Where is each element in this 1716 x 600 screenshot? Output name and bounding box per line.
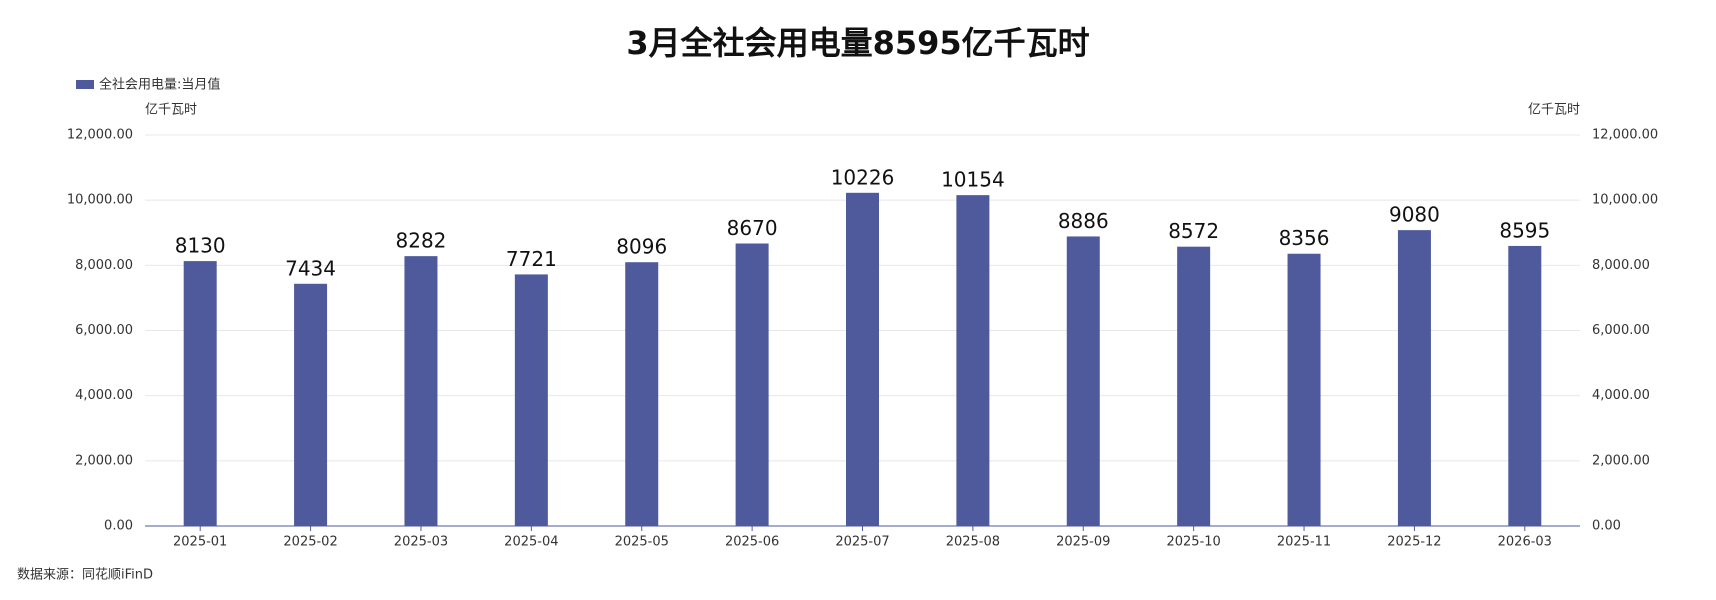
bar	[1287, 253, 1321, 526]
value-label: 7721	[506, 247, 557, 271]
y-tick-label: 2,000.00	[75, 453, 133, 468]
y2-tick-label: 10,000.00	[1592, 193, 1658, 208]
bar	[294, 283, 328, 526]
bar	[183, 261, 217, 526]
value-label: 8356	[1279, 226, 1330, 250]
y-tick-label: 8,000.00	[75, 258, 133, 273]
bar	[735, 243, 769, 526]
bar	[404, 256, 438, 526]
y2-axis-label: 亿千瓦时	[1528, 103, 1580, 118]
legend-label: 全社会用电量:当月值	[99, 77, 220, 93]
bar	[625, 262, 659, 526]
y2-tick-label: 2,000.00	[1592, 453, 1650, 468]
value-label: 10226	[831, 165, 895, 189]
value-label: 8572	[1168, 219, 1219, 243]
y-tick-label: 0.00	[104, 519, 133, 534]
value-label: 10154	[941, 168, 1005, 192]
bar	[1177, 246, 1211, 526]
x-tick-label: 2025-04	[504, 535, 558, 550]
x-tick-label: 2025-03	[394, 535, 448, 550]
y-tick-label: 6,000.00	[75, 323, 133, 338]
x-tick-label: 2025-01	[173, 535, 227, 550]
value-label: 8670	[727, 216, 778, 240]
bar	[1066, 236, 1100, 527]
bar	[1508, 245, 1542, 527]
y-tick-label: 10,000.00	[67, 193, 133, 208]
x-tick-label: 2025-05	[615, 535, 669, 550]
x-tick-label: 2025-11	[1277, 535, 1331, 550]
y-tick-label: 12,000.00	[67, 128, 133, 143]
value-label: 7434	[285, 256, 336, 280]
chart-title: 3月全社会用电量8595亿千瓦时	[626, 24, 1089, 62]
x-tick-label: 2025-12	[1387, 535, 1441, 550]
x-tick-label: 2025-06	[725, 535, 779, 550]
bar	[846, 192, 879, 526]
value-label: 8096	[616, 235, 667, 259]
bar	[514, 274, 548, 526]
x-tick-label: 2025-09	[1056, 535, 1110, 550]
x-tick-label: 2025-08	[946, 535, 1000, 550]
bar	[956, 195, 990, 526]
x-tick-label: 2025-07	[835, 535, 889, 550]
x-tick-label: 2025-02	[283, 535, 337, 550]
value-label: 9080	[1389, 203, 1440, 227]
y2-tick-label: 6,000.00	[1592, 323, 1650, 338]
y2-tick-label: 0.00	[1592, 519, 1621, 534]
y2-tick-label: 12,000.00	[1592, 128, 1658, 143]
value-label: 8282	[396, 229, 447, 253]
y2-tick-label: 4,000.00	[1592, 388, 1650, 403]
y-tick-label: 4,000.00	[75, 388, 133, 403]
value-label: 8130	[175, 234, 226, 258]
y2-tick-label: 8,000.00	[1592, 258, 1650, 273]
x-tick-label: 2025-10	[1166, 535, 1220, 550]
legend-swatch	[76, 80, 94, 89]
x-tick-label: 2026-03	[1498, 535, 1552, 550]
value-label: 8595	[1499, 218, 1550, 242]
y-axis-label: 亿千瓦时	[145, 103, 197, 118]
bar	[1397, 230, 1431, 527]
source: 数据来源：同花顺iFinD	[17, 567, 153, 583]
value-label: 8886	[1058, 209, 1109, 233]
